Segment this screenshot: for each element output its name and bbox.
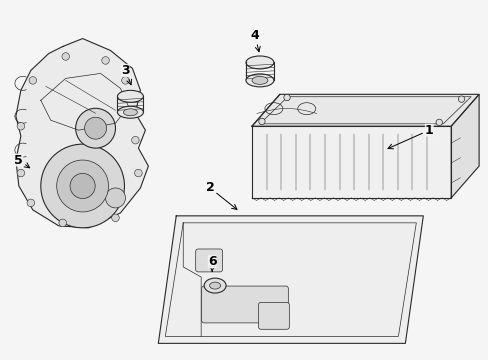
Circle shape <box>84 117 106 139</box>
Circle shape <box>122 77 129 84</box>
Polygon shape <box>450 94 478 198</box>
Circle shape <box>134 169 142 177</box>
Circle shape <box>435 119 442 126</box>
Circle shape <box>27 199 35 207</box>
Circle shape <box>41 144 124 228</box>
Polygon shape <box>251 94 478 126</box>
Circle shape <box>258 118 264 125</box>
Circle shape <box>59 219 66 226</box>
Circle shape <box>105 188 125 208</box>
Ellipse shape <box>117 106 143 118</box>
Polygon shape <box>251 126 450 198</box>
Polygon shape <box>158 216 423 343</box>
Circle shape <box>102 57 109 64</box>
FancyBboxPatch shape <box>201 286 288 323</box>
Circle shape <box>29 77 37 84</box>
Text: 3: 3 <box>121 64 131 85</box>
FancyBboxPatch shape <box>195 249 222 272</box>
Circle shape <box>17 122 24 130</box>
Ellipse shape <box>245 74 273 87</box>
Ellipse shape <box>123 109 137 116</box>
Ellipse shape <box>209 282 220 289</box>
Text: 4: 4 <box>250 29 260 52</box>
Circle shape <box>57 160 108 212</box>
Circle shape <box>111 214 119 222</box>
Circle shape <box>70 174 95 198</box>
Circle shape <box>62 53 69 60</box>
Text: 2: 2 <box>205 181 237 210</box>
FancyBboxPatch shape <box>258 302 289 329</box>
Circle shape <box>17 169 24 177</box>
Ellipse shape <box>203 278 225 293</box>
Polygon shape <box>16 39 148 228</box>
Ellipse shape <box>245 56 273 69</box>
Ellipse shape <box>117 90 143 102</box>
Ellipse shape <box>251 76 267 84</box>
Circle shape <box>76 108 115 148</box>
Text: 6: 6 <box>207 255 216 271</box>
Circle shape <box>131 136 139 144</box>
Circle shape <box>283 94 290 101</box>
Circle shape <box>457 96 464 102</box>
Text: 1: 1 <box>387 124 433 149</box>
Text: 5: 5 <box>15 154 30 168</box>
